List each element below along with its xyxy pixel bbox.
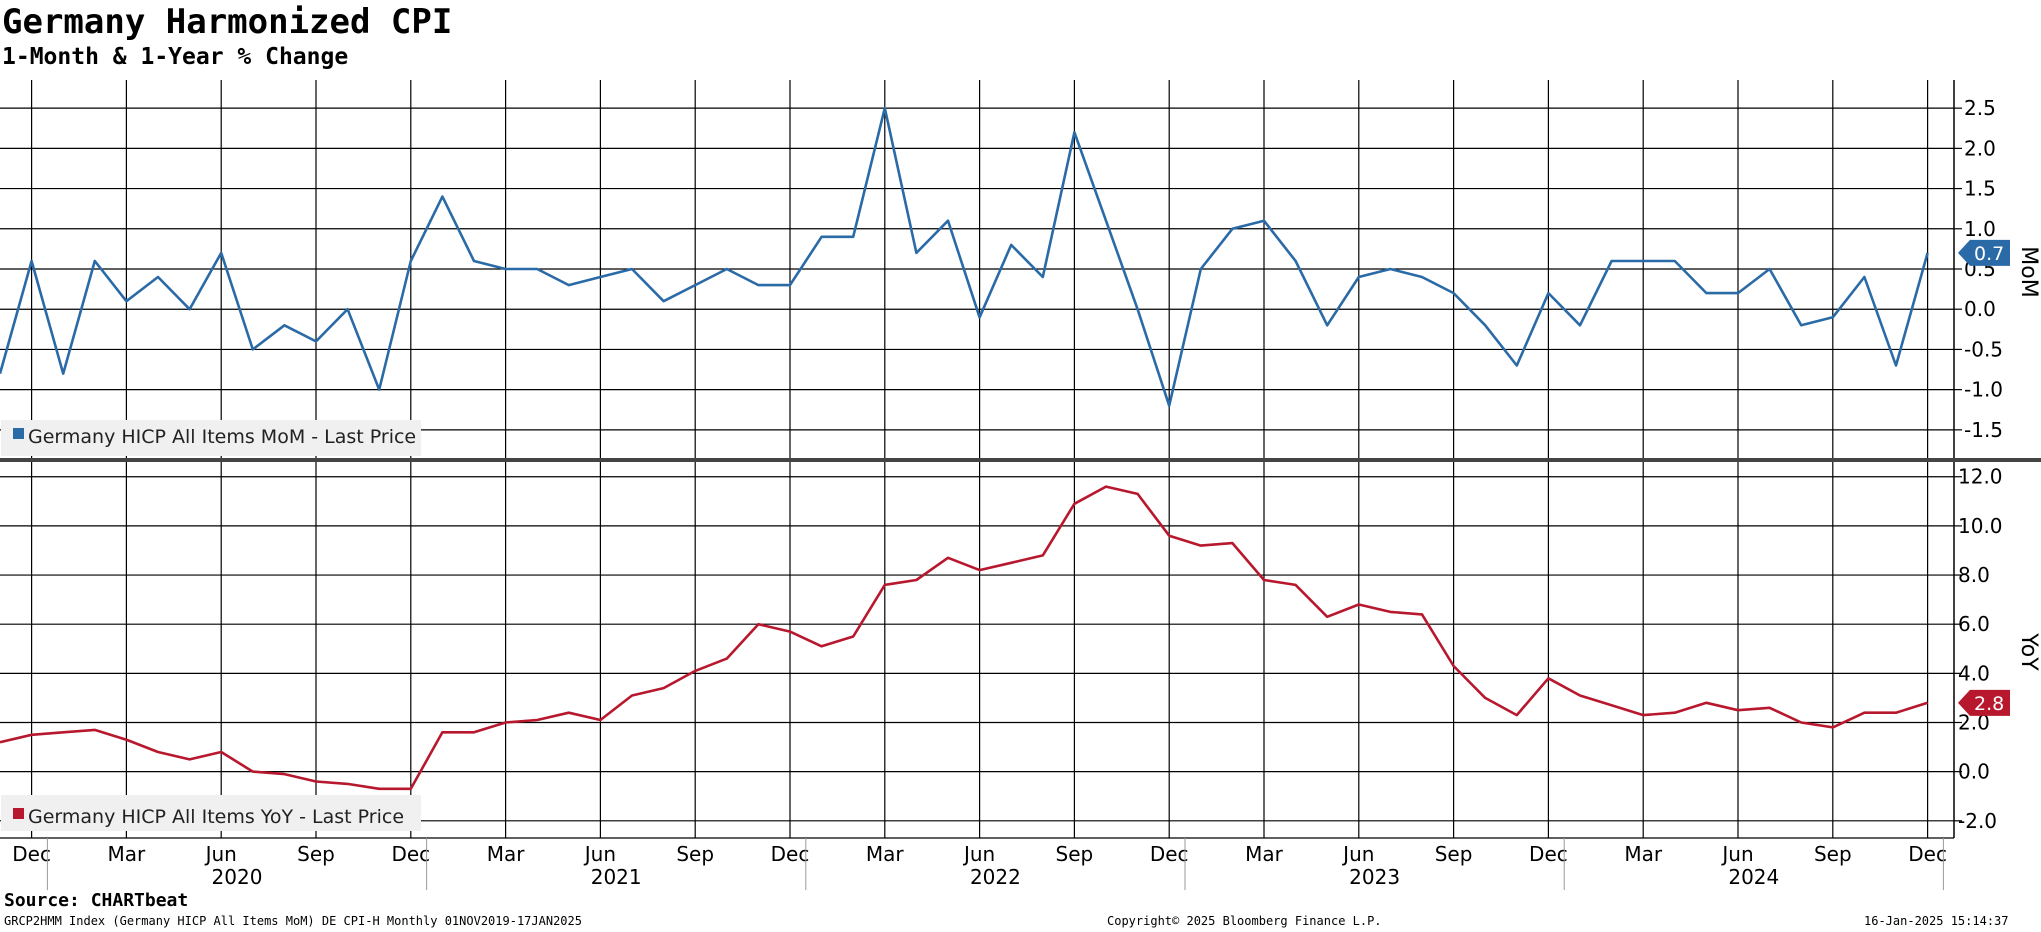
mom-axis-title: MoM — [2016, 246, 2041, 297]
x-month-label: Dec — [771, 842, 810, 866]
yoy-ytick-label: 4.0 — [1958, 661, 1990, 685]
yoy-ytick-label: 0.0 — [1958, 760, 1990, 784]
x-month-label: Jun — [962, 842, 995, 866]
x-month-label: Mar — [487, 842, 526, 866]
x-month-label: Dec — [1908, 842, 1947, 866]
yoy-legend: Germany HICP All Items YoY - Last Price — [1, 795, 421, 831]
x-year-label: 2020 — [212, 865, 263, 889]
mom-ytick-label: 1.0 — [1964, 217, 1996, 241]
footer-copyright: Copyright© 2025 Bloomberg Finance L.P. — [1107, 914, 1382, 928]
yoy-legend-swatch — [13, 808, 24, 819]
yoy-ytick-label: -2.0 — [1958, 809, 1997, 833]
chart-subtitle: 1-Month & 1-Year % Change — [2, 44, 349, 70]
x-month-label: Dec — [12, 842, 51, 866]
mom-ytick-label: -0.5 — [1964, 337, 2003, 361]
x-month-label: Mar — [1624, 842, 1663, 866]
yoy-legend-label: Germany HICP All Items YoY - Last Price — [28, 806, 404, 828]
x-month-label: Sep — [676, 842, 714, 866]
mom-ytick-label: 2.0 — [1964, 136, 1996, 160]
x-month-label: Jun — [204, 842, 237, 866]
yoy-last-value: 2.8 — [1974, 693, 2004, 715]
mom-series-line — [0, 106, 1929, 408]
x-month-label: Sep — [1814, 842, 1852, 866]
x-month-label: Dec — [1150, 842, 1189, 866]
chart-title: Germany Harmonized CPI — [2, 2, 453, 42]
x-month-label: Mar — [108, 842, 147, 866]
axis-layer: 2.52.01.51.00.50.0-0.5-1.0-1.512.010.08.… — [0, 80, 2041, 890]
mom-ytick-label: 1.5 — [1964, 177, 1996, 201]
x-year-label: 2023 — [1349, 865, 1400, 889]
x-month-label: Jun — [1720, 842, 1753, 866]
mom-ytick-label: 0.0 — [1964, 297, 1996, 321]
yoy-ytick-label: 6.0 — [1958, 612, 1990, 636]
panel-divider — [0, 458, 2041, 462]
yoy-ytick-label: 12.0 — [1958, 465, 2003, 489]
mom-legend-label: Germany HICP All Items MoM - Last Price — [28, 426, 416, 448]
yoy-ytick-label: 10.0 — [1958, 514, 2003, 538]
footer-timestamp: 16-Jan-2025 15:14:37 — [1864, 914, 2009, 928]
x-month-label: Jun — [583, 842, 616, 866]
yoy-last-value-badge: 2.8 — [1958, 689, 2010, 716]
x-year-label: 2024 — [1728, 865, 1779, 889]
yoy-legend-box — [1, 795, 421, 831]
footer-series-info: GRCP2HMM Index (Germany HICP All Items M… — [4, 914, 582, 928]
yoy-ytick-label: 8.0 — [1958, 563, 1990, 587]
mom-ytick-label: 2.5 — [1964, 96, 1996, 120]
x-month-label: Sep — [1435, 842, 1473, 866]
source-note: Source: CHARTbeat — [4, 890, 189, 911]
yoy-axis-title: YoY — [2016, 632, 2041, 671]
x-year-label: 2022 — [970, 865, 1021, 889]
x-month-label: Sep — [1056, 842, 1094, 866]
yoy-series-line — [0, 485, 1928, 791]
mom-last-value-badge: 0.7 — [1958, 239, 2010, 266]
mom-legend-swatch — [13, 428, 24, 439]
x-month-label: Dec — [391, 842, 430, 866]
x-month-label: Jun — [1341, 842, 1374, 866]
x-year-label: 2021 — [591, 865, 642, 889]
x-month-label: Sep — [297, 842, 335, 866]
x-month-label: Dec — [1529, 842, 1568, 866]
mom-legend-box — [1, 420, 421, 456]
x-month-label: Mar — [1245, 842, 1284, 866]
mom-last-value: 0.7 — [1974, 243, 2004, 265]
x-month-label: Mar — [866, 842, 905, 866]
mom-legend: Germany HICP All Items MoM - Last Price — [1, 420, 421, 456]
mom-ytick-label: -1.0 — [1964, 378, 2003, 402]
series-layer — [0, 106, 1929, 791]
mom-ytick-label: -1.5 — [1964, 418, 2003, 442]
